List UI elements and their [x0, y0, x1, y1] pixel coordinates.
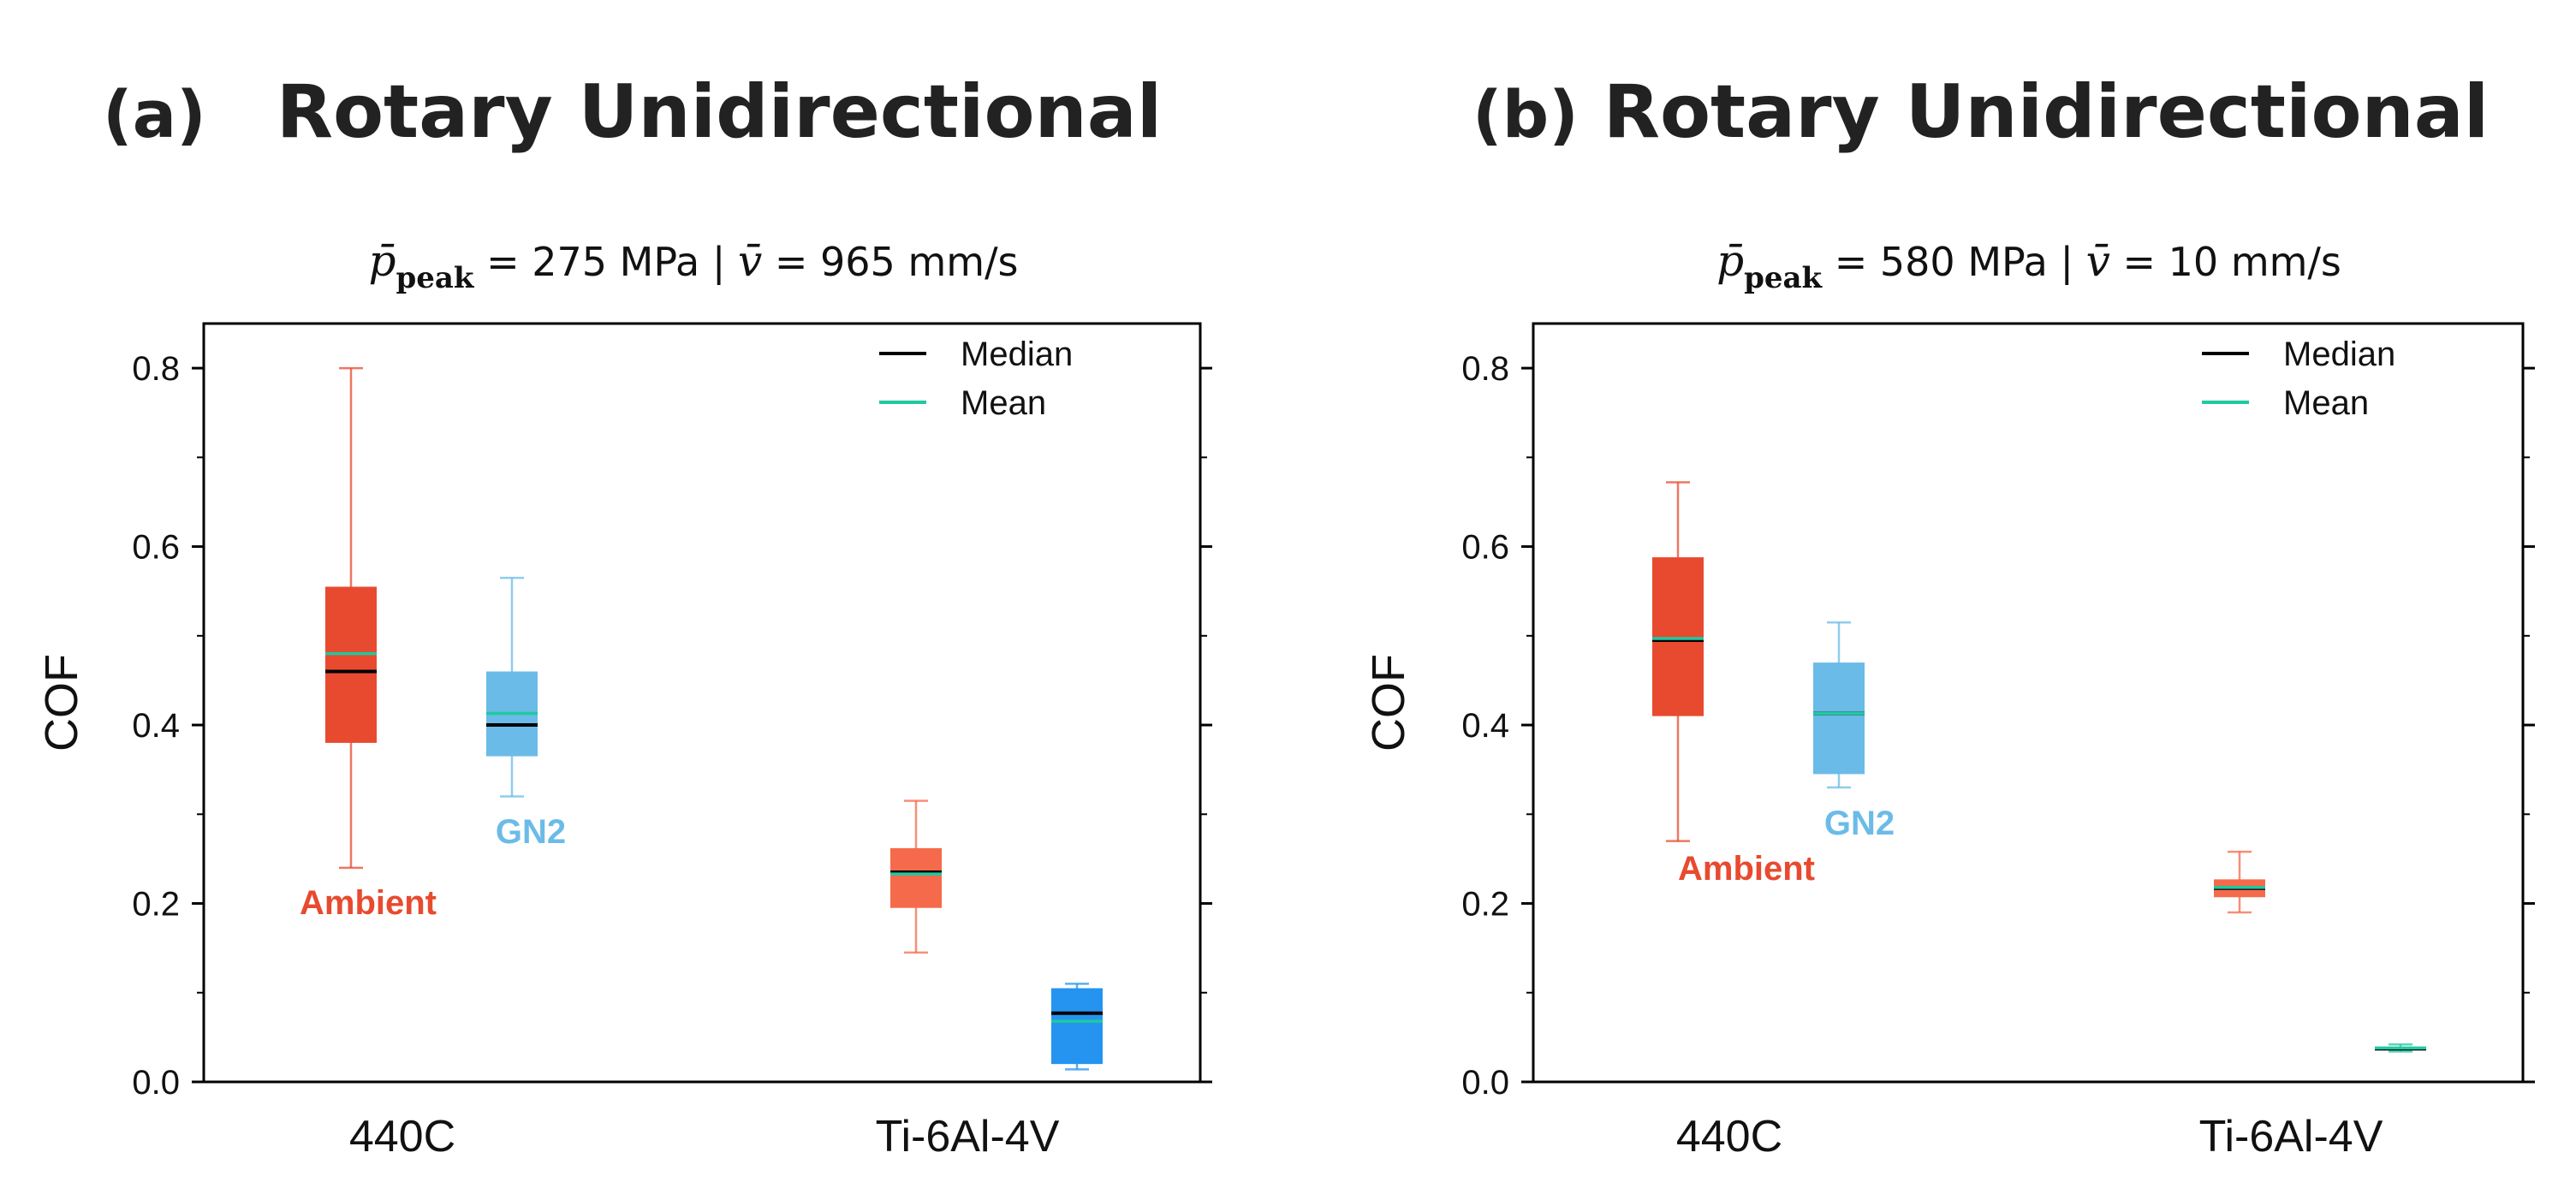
y-tick-label: 0.0 — [1461, 1064, 1509, 1102]
iqr-box — [1813, 662, 1865, 775]
iqr-box — [1051, 988, 1103, 1065]
chart-panel-b: (b) Rotary Unidirectional p̄peak = 580 MPa… — [1363, 69, 2535, 1161]
legend-mean-label: Mean — [961, 384, 1046, 422]
pressure-subscript: peak — [396, 261, 474, 295]
conditions-line: p̄peak = 580 MPa | v̄ = 10 mm/s — [1716, 236, 2341, 295]
y-tick-label: 0.6 — [1461, 529, 1509, 567]
box-gn2-440c — [1813, 621, 1865, 789]
pressure-symbol: p̄ — [1716, 236, 1744, 286]
iqr-box — [325, 586, 377, 743]
iqr-box — [1652, 557, 1704, 716]
annotation-gn2: GN2 — [496, 813, 566, 851]
panel-label: (b) — [1472, 76, 1579, 152]
panel-title: Rotary Unidirectional — [277, 69, 1163, 155]
y-tick-label: 0.2 — [132, 886, 180, 924]
y-tick-label: 0.8 — [1461, 350, 1509, 388]
chart-panel-a: (a) Rotary Unidirectional p̄peak = 275 MPa… — [36, 69, 1212, 1161]
separator: | — [712, 239, 726, 286]
velocity-symbol: v̄ — [2086, 236, 2110, 286]
iqr-box — [890, 847, 942, 908]
box-ambient-440c — [1652, 481, 1704, 842]
annotation-ambient: Ambient — [300, 884, 437, 922]
pressure-symbol: p̄ — [368, 236, 396, 286]
legend-mean-label: Mean — [2283, 384, 2369, 422]
separator: | — [2061, 239, 2074, 286]
plot-frame — [1532, 322, 2525, 1084]
box-gn2-ti-6al-4v — [1051, 983, 1103, 1071]
pressure-value: = 580 MPa — [1822, 239, 2060, 285]
y-tick-label: 0.4 — [1461, 707, 1509, 745]
box-ambient-ti-6al-4v — [890, 799, 942, 954]
annotation-ambient: Ambient — [1678, 850, 1815, 888]
legend-median-label: Median — [2283, 336, 2395, 373]
panel-title: Rotary Unidirectional — [1603, 69, 2490, 155]
box-ambient-ti-6al-4v — [2214, 850, 2265, 914]
plot-frame — [202, 322, 1202, 1084]
velocity-symbol: v̄ — [738, 236, 762, 286]
y-tick-label: 0.0 — [132, 1064, 180, 1102]
y-tick-label: 0.2 — [1461, 886, 1509, 924]
panel-label: (a) — [103, 76, 206, 152]
y-axis-label: COF — [36, 654, 87, 751]
pressure-subscript: peak — [1744, 261, 1823, 295]
spacer — [2073, 239, 2086, 285]
legend-median-label: Median — [961, 336, 1073, 373]
conditions-line: p̄peak = 275 MPa | v̄ = 965 mm/s — [368, 236, 1018, 295]
x-category-label: 440C — [349, 1112, 455, 1161]
x-category-label: 440C — [1676, 1112, 1782, 1161]
box-gn2-440c — [486, 576, 538, 798]
annotation-gn2: GN2 — [1824, 805, 1895, 842]
velocity-value: = 10 mm/s — [2110, 239, 2341, 285]
x-category-label: Ti-6Al-4V — [2199, 1112, 2383, 1161]
x-category-label: Ti-6Al-4V — [876, 1112, 1060, 1161]
pressure-value: = 275 MPa — [473, 239, 711, 285]
y-tick-label: 0.6 — [132, 529, 180, 567]
y-tick-label: 0.4 — [132, 707, 180, 745]
y-tick-label: 0.8 — [132, 350, 180, 388]
y-axis-label: COF — [1363, 654, 1414, 751]
velocity-value: = 965 mm/s — [762, 239, 1018, 285]
box-gn2-ti-6al-4v — [2375, 1043, 2426, 1053]
spacer — [725, 239, 738, 285]
box-ambient-440c — [325, 366, 377, 870]
